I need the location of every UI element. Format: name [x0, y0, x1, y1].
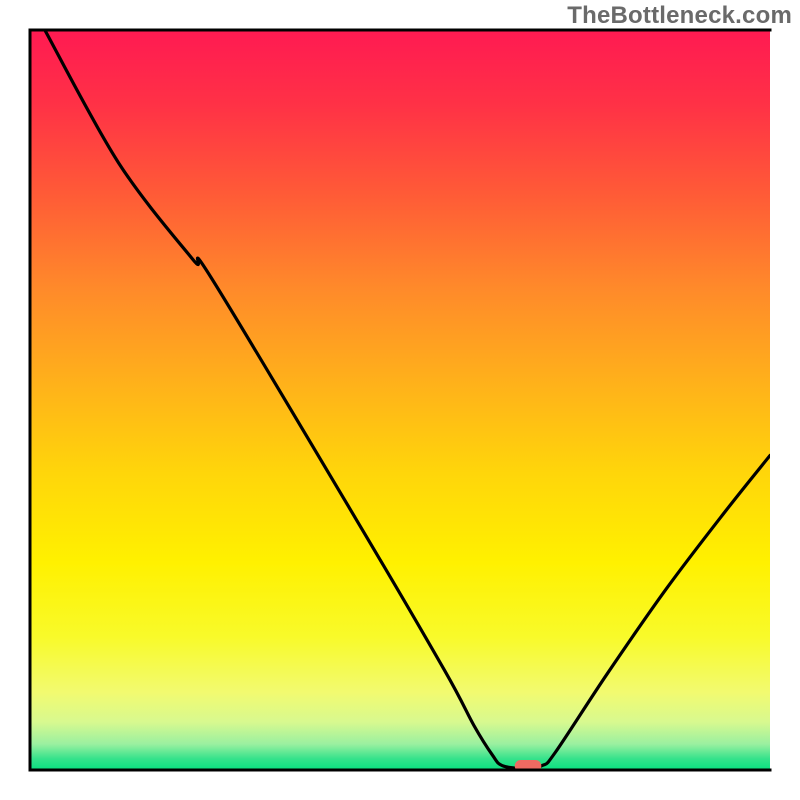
bottleneck-chart — [0, 0, 800, 800]
chart-container: TheBottleneck.com — [0, 0, 800, 800]
plot-area — [30, 30, 770, 772]
watermark-label: TheBottleneck.com — [567, 2, 792, 30]
gradient-background — [30, 30, 770, 770]
